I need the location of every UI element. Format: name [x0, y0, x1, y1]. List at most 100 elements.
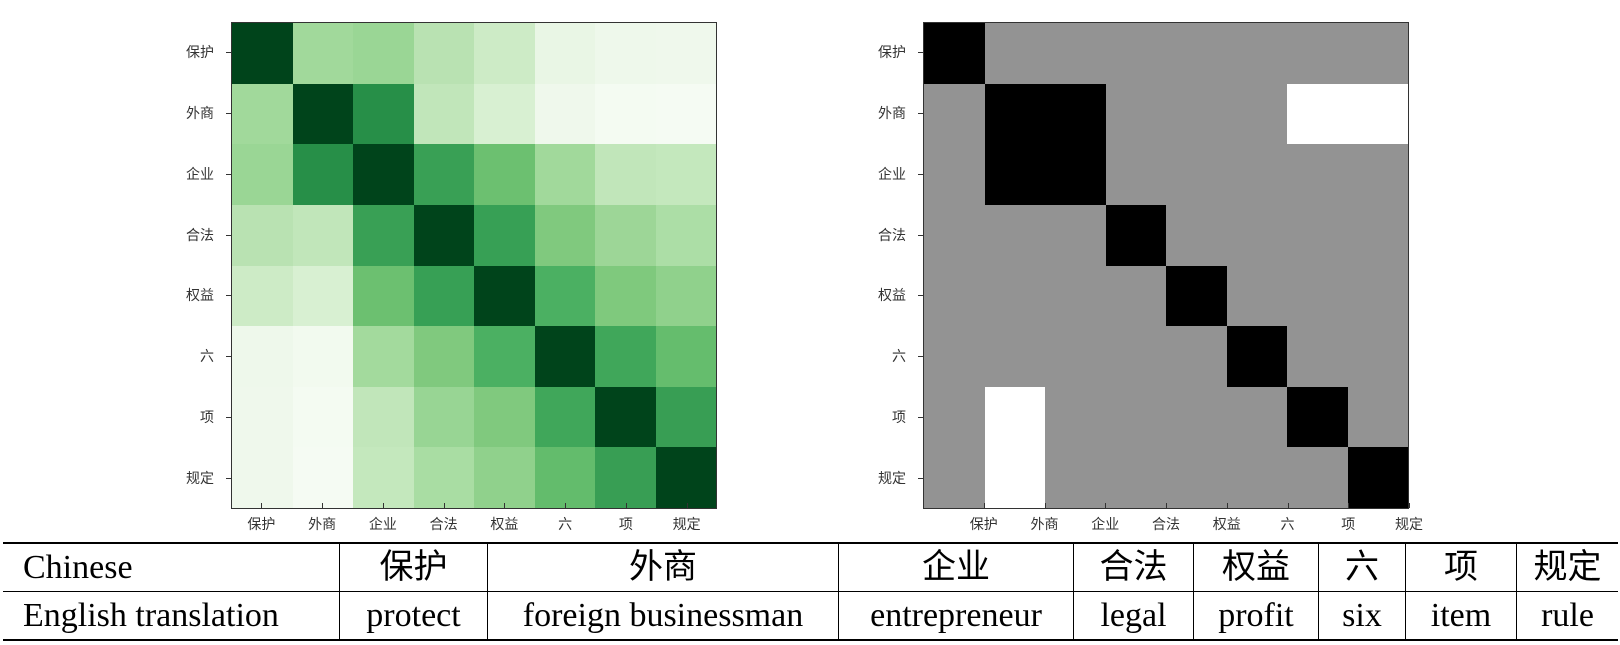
heatmap-cell	[1166, 386, 1227, 448]
heatmap-cell	[1287, 326, 1348, 387]
chinese-row: Chinese 保护 外商 企业 合法 权益 六 项 规定	[3, 542, 1618, 592]
heatmap-cell	[1226, 386, 1287, 448]
heatmap-cell	[232, 204, 293, 266]
x-tick-label: 规定	[1395, 517, 1423, 533]
y-tick	[918, 295, 923, 297]
y-tick-label: 合法	[878, 227, 906, 244]
heatmap-cell	[1105, 23, 1166, 84]
x-tick-label: 六	[558, 517, 573, 533]
heatmap-cell	[353, 144, 414, 205]
x-tick	[1105, 503, 1107, 508]
heatmap-cell	[1045, 144, 1106, 205]
heatmap-cell	[353, 23, 414, 84]
heatmap-cell	[595, 83, 656, 145]
chinese-cell: 权益	[1193, 542, 1319, 592]
heatmap-cell	[413, 144, 474, 205]
heatmap-cell	[1226, 144, 1287, 205]
chinese-cell: 规定	[1516, 542, 1618, 592]
english-cell: protect	[339, 591, 488, 641]
heatmap-cell	[984, 265, 1045, 327]
heatmap-cell	[655, 326, 716, 387]
heatmap-cell	[655, 265, 716, 327]
x-tick-label: 权益	[490, 517, 519, 533]
x-tick	[686, 503, 688, 508]
heatmap-cell	[1166, 204, 1227, 266]
x-tick-label: 外商	[308, 517, 337, 533]
heatmap-cell	[1226, 447, 1287, 508]
y-tick-label: 保护	[878, 45, 906, 62]
heatmap-cell	[232, 83, 293, 145]
heatmap-cell	[984, 326, 1045, 387]
heatmap-cell	[1045, 265, 1106, 327]
heatmap-cell	[1287, 23, 1348, 84]
y-tick-label: 规定	[186, 470, 214, 487]
y-tick	[918, 234, 923, 236]
heatmap-cell	[924, 144, 985, 205]
x-tick-label: 保护	[247, 517, 276, 533]
english-cell: six	[1318, 591, 1406, 641]
right-x-axis-labels: 保护 外商 企业 合法 权益 六 项 规定	[923, 503, 1423, 533]
heatmap-cell	[1347, 326, 1408, 387]
x-tick-label: 保护	[969, 517, 998, 533]
x-tick-label: 权益	[1212, 517, 1241, 533]
y-tick	[918, 356, 923, 358]
heatmap-cell	[595, 265, 656, 327]
chinese-cell: 合法	[1073, 542, 1194, 592]
heatmap-cell	[924, 204, 985, 266]
x-tick	[1409, 503, 1410, 508]
heatmap-cell	[534, 144, 595, 205]
heatmap-cell	[1226, 23, 1287, 84]
english-cell: entrepreneur	[838, 591, 1074, 641]
heatmap-cell	[1166, 23, 1227, 84]
chinese-cell: 外商	[487, 542, 839, 592]
heatmap-cell	[984, 447, 1045, 508]
y-tick-label: 权益	[878, 288, 906, 305]
segmentation-matrix	[923, 22, 1409, 509]
english-cell: rule	[1516, 591, 1618, 641]
y-tick	[918, 416, 923, 418]
english-cell: profit	[1193, 591, 1319, 641]
heatmap-cell	[1105, 83, 1166, 145]
similarity-heatmap	[231, 22, 717, 509]
x-tick	[443, 503, 445, 508]
heatmap-cell	[595, 23, 656, 84]
heatmap-cell	[1347, 265, 1408, 327]
heatmap-cell	[1287, 144, 1348, 205]
heatmap-cell	[924, 23, 985, 84]
x-tick-label: 项	[618, 517, 633, 533]
heatmap-cell	[534, 386, 595, 448]
y-tick-label: 权益	[186, 288, 214, 305]
y-tick-label: 企业	[878, 166, 906, 183]
x-tick-label: 外商	[1030, 517, 1059, 533]
heatmap-cell	[413, 386, 474, 448]
heatmap-cell	[292, 447, 353, 508]
heatmap-cell	[353, 326, 414, 387]
right-y-axis-labels: 保护 外商 企业 合法 权益六项规定	[842, 22, 923, 509]
heatmap-cell	[655, 386, 716, 448]
y-tick	[226, 356, 231, 358]
heatmap-cell	[413, 326, 474, 387]
heatmap-cell	[1287, 83, 1348, 145]
heatmap-cell	[353, 265, 414, 327]
heatmap-cell	[1045, 23, 1106, 84]
heatmap-cell	[1045, 326, 1106, 387]
heatmap-cell	[655, 447, 716, 508]
y-tick	[226, 234, 231, 236]
heatmap-cell	[353, 447, 414, 508]
heatmap-cell	[1226, 265, 1287, 327]
heatmap-cell	[534, 447, 595, 508]
heatmap-cell	[595, 204, 656, 266]
heatmap-cell	[984, 204, 1045, 266]
x-tick-label: 合法	[1152, 517, 1180, 533]
y-tick-label: 项	[200, 409, 214, 426]
y-tick	[918, 113, 923, 115]
y-tick	[226, 295, 231, 297]
heatmap-cell	[984, 144, 1045, 205]
heatmap-cell	[1347, 204, 1408, 266]
heatmap-cell	[534, 265, 595, 327]
y-tick-label: 六	[892, 349, 906, 366]
heatmap-cell	[534, 23, 595, 84]
heatmap-cell	[1166, 144, 1227, 205]
heatmap-cell	[1166, 83, 1227, 145]
heatmap-cell	[413, 204, 474, 266]
